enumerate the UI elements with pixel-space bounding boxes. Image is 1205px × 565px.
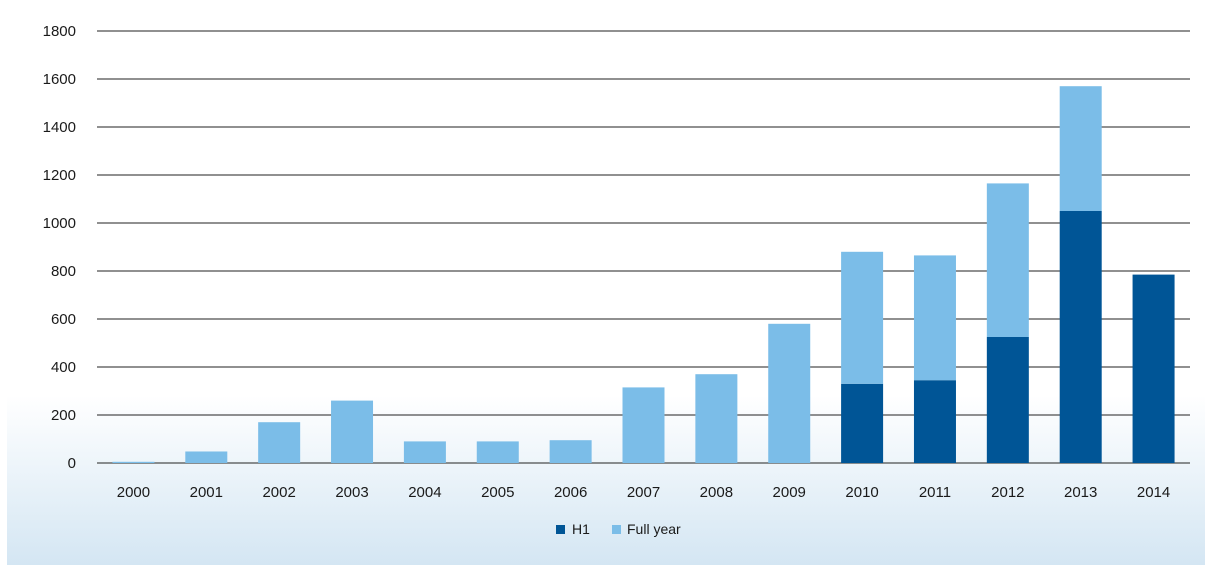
x-tick-label: 2011 bbox=[919, 484, 951, 501]
bars bbox=[112, 86, 1175, 463]
legend-label-full-year: Full year bbox=[627, 521, 681, 537]
y-tick-label: 400 bbox=[51, 359, 76, 376]
x-tick-label: 2007 bbox=[627, 484, 660, 501]
x-tick-label: 2014 bbox=[1137, 484, 1170, 501]
x-tick-label: 2003 bbox=[335, 484, 368, 501]
bar-full-year-2010 bbox=[841, 251, 884, 384]
bar-full-year-2001 bbox=[185, 451, 228, 463]
y-tick-label: 800 bbox=[51, 263, 76, 280]
x-tick-label: 2002 bbox=[262, 484, 295, 501]
y-tick-label: 200 bbox=[51, 407, 76, 424]
bar-full-year-2000 bbox=[112, 461, 155, 463]
y-tick-label: 0 bbox=[68, 455, 76, 472]
y-axis-ticks: 0 200 400 600 800 1000 1200 1400 1600 1800 bbox=[43, 23, 76, 472]
bar-h1-2010 bbox=[841, 383, 884, 463]
x-tick-label: 2009 bbox=[773, 484, 806, 501]
y-tick-label: 1800 bbox=[43, 23, 76, 40]
x-tick-label: 2006 bbox=[554, 484, 587, 501]
x-tick-label: 2004 bbox=[408, 484, 441, 501]
bar-full-year-2013 bbox=[1059, 86, 1102, 211]
legend-swatch-full-year bbox=[612, 525, 621, 534]
bar-full-year-2004 bbox=[403, 441, 446, 463]
bar-full-year-2005 bbox=[476, 441, 519, 463]
bar-full-year-2002 bbox=[258, 422, 301, 463]
x-tick-label: 2008 bbox=[700, 484, 733, 501]
bar-full-year-2011 bbox=[913, 255, 956, 381]
bar-full-year-2009 bbox=[768, 323, 811, 463]
x-tick-label: 2013 bbox=[1064, 484, 1097, 501]
bar-h1-2012 bbox=[986, 337, 1029, 463]
bar-full-year-2007 bbox=[622, 387, 665, 463]
x-tick-label: 2005 bbox=[481, 484, 514, 501]
x-tick-label: 2012 bbox=[991, 484, 1024, 501]
x-tick-label: 2001 bbox=[190, 484, 223, 501]
bar-h1-2011 bbox=[913, 380, 956, 463]
y-tick-label: 1600 bbox=[43, 71, 76, 88]
legend: H1 Full year bbox=[556, 521, 681, 537]
bar-full-year-2008 bbox=[695, 374, 738, 463]
legend-swatch-h1 bbox=[556, 525, 565, 534]
x-tick-label: 2000 bbox=[117, 484, 150, 501]
y-tick-label: 600 bbox=[51, 311, 76, 328]
bar-full-year-2006 bbox=[549, 440, 592, 463]
y-tick-label: 1200 bbox=[43, 167, 76, 184]
bar-h1-2013 bbox=[1059, 211, 1102, 463]
bar-full-year-2012 bbox=[986, 183, 1029, 337]
x-axis-ticks: 2000 2001 2002 2003 2004 2005 2006 2007 2008 2009… bbox=[117, 484, 1171, 501]
legend-label-h1: H1 bbox=[572, 521, 590, 537]
y-tick-label: 1000 bbox=[43, 215, 76, 232]
bar-full-year-2003 bbox=[331, 400, 374, 463]
bar-h1-2014 bbox=[1132, 274, 1175, 463]
y-tick-label: 1400 bbox=[43, 119, 76, 136]
x-tick-label: 2010 bbox=[845, 484, 878, 501]
